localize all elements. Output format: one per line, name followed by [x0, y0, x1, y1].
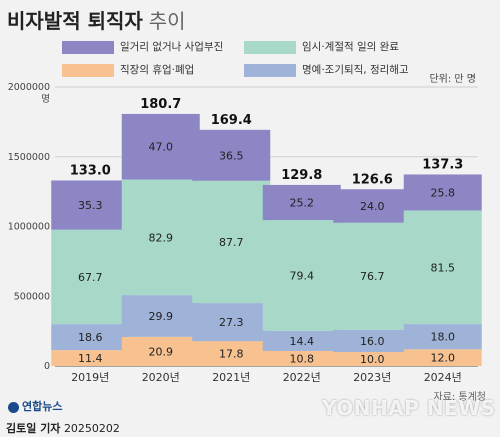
- total-label: 126.6: [352, 172, 393, 187]
- x-tick-label: 2024년: [424, 371, 462, 384]
- source-label: 자료: 통계청: [433, 392, 486, 403]
- legend: 일거리 없거나 사업부진 임시·계절적 일의 완료 직장의 휴업·폐업 명예·조…: [6, 37, 409, 85]
- reporter-line: 김토일 기자 20250202: [6, 420, 120, 436]
- data-label: 25.2: [290, 197, 315, 210]
- data-label: 16.0: [360, 335, 385, 348]
- bar-segment: [262, 184, 341, 221]
- data-label: 81.5: [431, 261, 456, 274]
- bar-segment: [121, 113, 200, 180]
- bar-segment: [51, 350, 130, 366]
- logo-text: 연합뉴스: [22, 400, 63, 413]
- data-label: 10.8: [290, 352, 315, 365]
- y-unit-suffix: 명: [41, 94, 50, 105]
- legend-swatch: [244, 40, 296, 54]
- legend-label: 일거리 없거나 사업부진: [120, 41, 224, 53]
- data-label: 25.8: [431, 186, 456, 199]
- bar-segment: [51, 229, 130, 325]
- y-tick-label: 0: [44, 361, 50, 372]
- watermark: YONHAP NEWS: [322, 396, 496, 420]
- x-tick-label: 2020년: [142, 371, 180, 384]
- bar-segment: [403, 210, 482, 325]
- bar-segment: [51, 180, 130, 230]
- data-label: 18.0: [431, 331, 456, 344]
- bar-segment: [51, 324, 130, 351]
- yonhap-logo: 연합뉴스: [8, 398, 62, 414]
- data-label: 67.7: [78, 271, 103, 284]
- legend-swatch: [62, 63, 114, 77]
- bar-segment: [262, 330, 341, 351]
- data-label: 24.0: [360, 200, 385, 213]
- total-label: 133.0: [70, 163, 111, 178]
- data-label: 17.8: [219, 348, 244, 361]
- chart-title: 비자발적 퇴직자 추이: [7, 5, 186, 34]
- title-main: 비자발적 퇴직자: [7, 9, 143, 33]
- title-sub: 추이: [148, 9, 186, 33]
- bar-segment: [262, 220, 341, 331]
- x-tick-label: 2022년: [283, 371, 321, 384]
- legend-item-temporary-work: 임시·계절적 일의 완료: [244, 39, 399, 54]
- data-label: 47.0: [149, 141, 174, 154]
- legend-label: 명예·조기퇴직, 정리해고: [302, 64, 409, 76]
- data-label: 29.9: [149, 310, 174, 323]
- legend-item-business-slump: 일거리 없거나 사업부진: [62, 39, 223, 54]
- bar-segment: [333, 352, 412, 366]
- data-label: 76.7: [360, 270, 385, 283]
- bar-segment: [403, 174, 482, 211]
- bar-segment: [262, 350, 341, 366]
- bar-segment: [333, 189, 412, 223]
- legend-item-layoff: 명예·조기퇴직, 정리해고: [244, 62, 409, 77]
- y-tick-label: 1000000: [8, 222, 50, 233]
- data-label: 82.9: [149, 231, 174, 244]
- data-label: 18.6: [78, 331, 103, 344]
- legend-swatch: [62, 40, 114, 54]
- logo-icon: [8, 401, 19, 413]
- y-tick-label: 2000000: [8, 82, 50, 93]
- publish-date: 20250202: [63, 422, 120, 435]
- bar-segment: [333, 329, 412, 353]
- legend-item-closure: 직장의 휴업·폐업: [62, 62, 194, 77]
- y-tick-label: 500000: [14, 291, 50, 302]
- bar-segment: [192, 180, 271, 304]
- data-label: 11.4: [78, 352, 103, 365]
- x-tick-label: 2019년: [71, 371, 109, 384]
- data-label: 20.9: [149, 345, 174, 358]
- legend-label: 임시·계절적 일의 완료: [302, 41, 399, 53]
- legend-label: 직장의 휴업·폐업: [120, 64, 195, 76]
- total-label: 180.7: [140, 97, 181, 112]
- data-label: 36.5: [219, 149, 244, 162]
- data-label: 27.3: [219, 316, 244, 329]
- data-label: 79.4: [290, 269, 315, 282]
- bar-segment: [403, 349, 482, 366]
- unit-label: 단위: 만 명: [429, 74, 476, 85]
- bar-segment: [192, 129, 271, 181]
- data-label: 14.4: [290, 335, 315, 348]
- bar-segment: [121, 336, 200, 366]
- bar-segment: [333, 222, 412, 330]
- data-label: 35.3: [78, 199, 103, 212]
- legend-swatch: [244, 63, 296, 77]
- x-tick-label: 2023년: [353, 371, 391, 384]
- x-tick-label: 2021년: [212, 371, 250, 384]
- data-label: 87.7: [219, 236, 244, 249]
- reporter-name: 김토일 기자: [6, 422, 61, 435]
- bar-segment: [121, 295, 200, 337]
- total-label: 169.4: [211, 113, 252, 128]
- bar-segment: [192, 303, 271, 342]
- total-label: 137.3: [422, 157, 463, 172]
- data-label: 12.0: [431, 352, 456, 365]
- bar-segment: [121, 179, 200, 296]
- y-tick-label: 1500000: [8, 152, 50, 163]
- bar-segment: [192, 341, 271, 366]
- data-label: 10.0: [360, 353, 385, 366]
- bar-segment: [403, 324, 482, 350]
- total-label: 129.8: [281, 168, 322, 183]
